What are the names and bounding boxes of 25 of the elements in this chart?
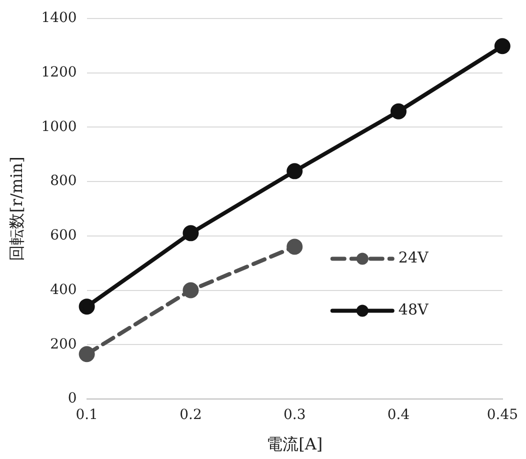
x-tick-label: 0.4: [387, 407, 410, 424]
point: [78, 298, 95, 315]
x-axis-title: 電流[A]: [266, 434, 323, 454]
x-tick-label: 0.2: [180, 407, 202, 424]
point: [390, 103, 407, 120]
x-tick-label: 0.3: [283, 407, 306, 424]
y-tick-label: 1400: [41, 10, 77, 26]
point: [78, 346, 95, 362]
point: [286, 163, 303, 180]
y-axis-title: 回転数[r/min]: [6, 156, 26, 261]
point: [494, 38, 510, 54]
y-tick-label: 800: [50, 173, 77, 190]
point: [182, 282, 199, 298]
legend-label: 48V: [398, 300, 430, 319]
y-tick-label: 200: [50, 336, 77, 352]
x-tick-label: 0.1: [76, 407, 98, 424]
y-tick-label: 1200: [41, 64, 77, 80]
point: [182, 225, 199, 242]
point: [286, 238, 303, 255]
y-tick-label: 1000: [41, 118, 77, 135]
y-tick-label: 600: [50, 228, 77, 244]
y-tick-label: 0: [68, 390, 77, 407]
y-tick-label: 400: [50, 282, 77, 298]
x-tick-label: 0.45: [486, 407, 518, 424]
legend-label: 24V: [398, 248, 430, 267]
